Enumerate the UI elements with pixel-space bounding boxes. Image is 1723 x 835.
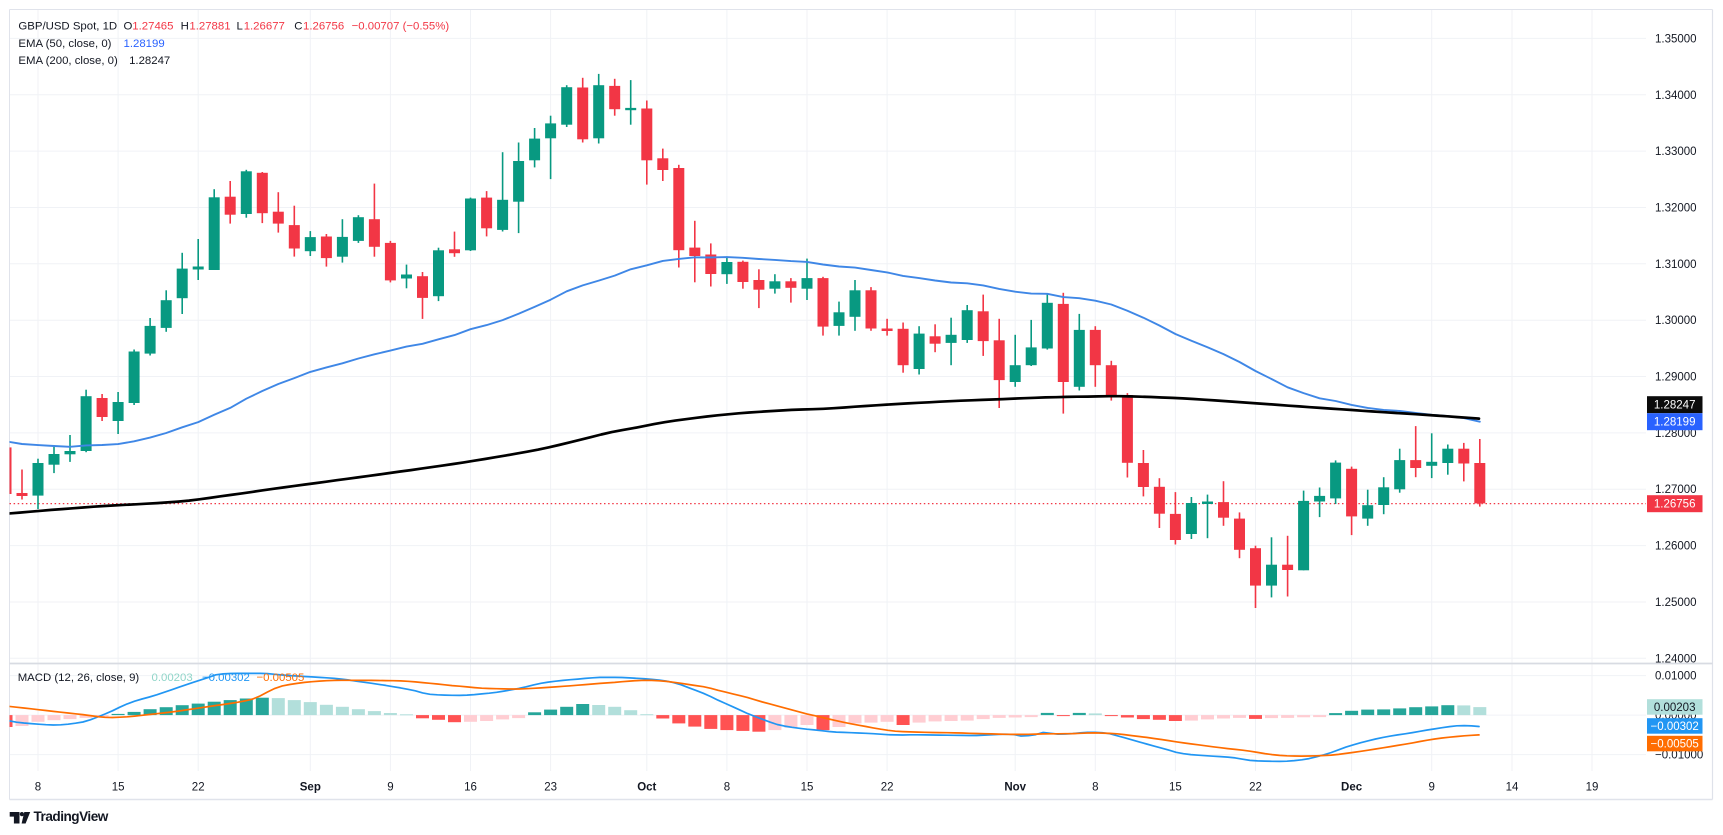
svg-text:−0.00505: −0.00505 <box>257 672 305 684</box>
svg-text:1.28199: 1.28199 <box>1654 417 1696 429</box>
svg-text:TradingView: TradingView <box>34 809 109 824</box>
svg-text:1.26677: 1.26677 <box>244 20 285 32</box>
svg-text:1.25000: 1.25000 <box>1655 597 1697 609</box>
svg-text:MACD (12, 26, close, 9): MACD (12, 26, close, 9) <box>18 672 140 684</box>
svg-text:1.33000: 1.33000 <box>1655 146 1697 158</box>
svg-text:19: 19 <box>1586 782 1599 794</box>
svg-text:C: C <box>294 20 302 32</box>
svg-text:22: 22 <box>1249 782 1262 794</box>
svg-text:1.27465: 1.27465 <box>132 20 173 32</box>
svg-text:1.24000: 1.24000 <box>1655 653 1697 665</box>
svg-text:O: O <box>124 20 133 32</box>
svg-text:1.28000: 1.28000 <box>1655 428 1697 440</box>
svg-text:1.28247: 1.28247 <box>1654 400 1696 412</box>
svg-text:H: H <box>181 20 189 32</box>
svg-text:1.26000: 1.26000 <box>1655 541 1697 553</box>
svg-text:8: 8 <box>724 782 730 794</box>
svg-text:22: 22 <box>881 782 894 794</box>
svg-text:−0.01000: −0.01000 <box>1655 750 1703 762</box>
svg-text:1.27881: 1.27881 <box>189 20 230 32</box>
svg-text:15: 15 <box>112 782 125 794</box>
svg-text:L: L <box>237 20 243 32</box>
svg-text:8: 8 <box>35 782 41 794</box>
svg-text:1.31000: 1.31000 <box>1655 259 1697 271</box>
svg-text:15: 15 <box>1169 782 1182 794</box>
svg-text:16: 16 <box>464 782 477 794</box>
svg-text:Nov: Nov <box>1004 782 1026 794</box>
svg-text:9: 9 <box>387 782 393 794</box>
svg-text:−0.00302: −0.00302 <box>202 672 250 684</box>
svg-text:1.29000: 1.29000 <box>1655 372 1697 384</box>
svg-text:−0.00302: −0.00302 <box>1651 721 1699 733</box>
svg-text:22: 22 <box>192 782 205 794</box>
svg-text:−0.00505: −0.00505 <box>1651 739 1699 751</box>
svg-text:23: 23 <box>544 782 557 794</box>
svg-text:0.01000: 0.01000 <box>1655 671 1697 683</box>
svg-text:15: 15 <box>801 782 814 794</box>
svg-text:GBP/USD Spot, 1D: GBP/USD Spot, 1D <box>18 20 117 32</box>
svg-text:1.32000: 1.32000 <box>1655 203 1697 215</box>
svg-text:EMA (50, close, 0): EMA (50, close, 0) <box>18 38 111 50</box>
svg-text:1.30000: 1.30000 <box>1655 315 1697 327</box>
svg-text:Sep: Sep <box>300 782 321 794</box>
svg-text:1.34000: 1.34000 <box>1655 90 1697 102</box>
svg-text:1.28199: 1.28199 <box>124 38 165 50</box>
svg-text:EMA (200, close, 0): EMA (200, close, 0) <box>18 55 118 67</box>
svg-text:1.27000: 1.27000 <box>1655 484 1697 496</box>
svg-text:1.26756: 1.26756 <box>303 20 344 32</box>
svg-text:14: 14 <box>1506 782 1519 794</box>
svg-text:1.26756: 1.26756 <box>1654 499 1696 511</box>
svg-text:Dec: Dec <box>1341 782 1363 794</box>
svg-text:0.00203: 0.00203 <box>152 672 193 684</box>
svg-text:8: 8 <box>1092 782 1098 794</box>
svg-text:−0.00707 (−0.55%): −0.00707 (−0.55%) <box>352 20 450 32</box>
svg-text:1.28247: 1.28247 <box>129 55 170 67</box>
svg-text:0.00203: 0.00203 <box>1654 702 1696 714</box>
svg-text:9: 9 <box>1428 782 1434 794</box>
svg-text:Oct: Oct <box>637 782 656 794</box>
svg-text:1.35000: 1.35000 <box>1655 33 1697 45</box>
